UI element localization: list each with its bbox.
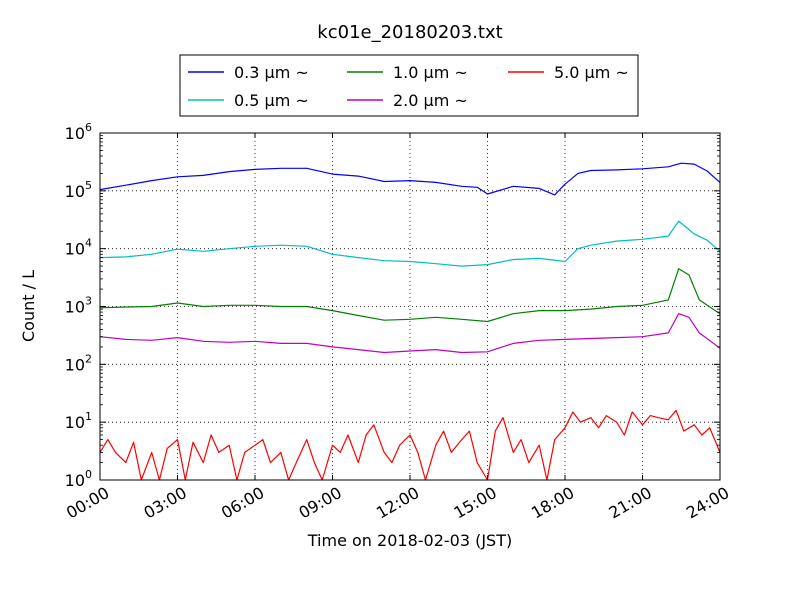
x-tick-label: 15:00 bbox=[450, 483, 499, 523]
y-tick-label: 100 bbox=[65, 468, 92, 490]
x-tick-label: 18:00 bbox=[528, 483, 577, 523]
series-line bbox=[99, 268, 721, 323]
y-axis: 100 101 102 103 104 105 106 bbox=[65, 121, 720, 490]
y-tick-label: 104 bbox=[65, 237, 92, 259]
legend-label: 1.0 μm ~ bbox=[393, 63, 468, 82]
y-axis-label: Count / L bbox=[19, 270, 38, 342]
x-axis-label: Time on 2018-02-03 (JST) bbox=[307, 531, 512, 550]
legend-label: 0.5 μm ~ bbox=[234, 91, 309, 110]
x-tick-label: 03:00 bbox=[140, 483, 189, 523]
x-tick-label: 21:00 bbox=[605, 483, 654, 523]
series-line bbox=[99, 162, 721, 196]
x-tick-label: 24:00 bbox=[683, 483, 732, 523]
series-line bbox=[99, 409, 721, 481]
series-line bbox=[99, 313, 721, 354]
legend-box bbox=[179, 54, 639, 117]
x-tick-label: 09:00 bbox=[295, 483, 344, 523]
legend: 0.3 μm ~ 0.5 μm ~ 1.0 μm ~ 2.0 μm ~ 5.0 μm ~ bbox=[179, 54, 639, 117]
y-tick-label: 101 bbox=[65, 410, 92, 432]
plot-area bbox=[99, 162, 721, 481]
legend-label: 2.0 μm ~ bbox=[393, 91, 468, 110]
legend-label: 5.0 μm ~ bbox=[554, 63, 629, 82]
chart-title: kc01e_20180203.txt bbox=[317, 22, 502, 43]
y-tick-label: 102 bbox=[65, 352, 92, 374]
x-tick-label: 12:00 bbox=[373, 483, 422, 523]
y-tick-label: 106 bbox=[65, 121, 92, 143]
series-line bbox=[99, 220, 721, 267]
legend-label: 0.3 μm ~ bbox=[234, 63, 309, 82]
x-tick-label: 06:00 bbox=[218, 483, 267, 523]
y-tick-label: 105 bbox=[65, 179, 92, 201]
y-tick-label: 103 bbox=[65, 295, 92, 317]
